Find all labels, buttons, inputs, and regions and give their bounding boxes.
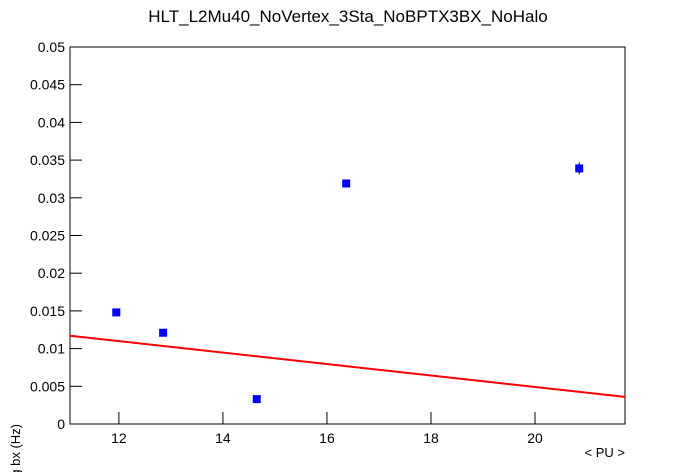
chart-title: HLT_L2Mu40_NoVertex_3Sta_NoBPTX3BX_NoHal…: [148, 7, 547, 26]
y-tick-label: 0.045: [30, 77, 65, 93]
x-tick-label: 14: [215, 430, 231, 446]
y-tick-label: 0.04: [38, 114, 65, 130]
point: [159, 328, 168, 337]
point: [575, 164, 584, 173]
y-tick-label: 0.005: [30, 378, 65, 394]
y-tick-label: 0.025: [30, 228, 65, 244]
x-axis-title: < PU >: [585, 445, 625, 460]
y-tick-label: 0: [57, 416, 65, 432]
x-tick-label: 18: [423, 430, 439, 446]
y-tick-label: 0.05: [38, 39, 65, 55]
y-tick-label: 0.03: [38, 190, 65, 206]
x-tick-label: 20: [527, 430, 543, 446]
y-tick-label: 0.015: [30, 303, 65, 319]
point: [112, 308, 121, 317]
point: [342, 179, 351, 188]
y-tick-label: 0.01: [38, 341, 65, 357]
y-tick-label: 0.035: [30, 152, 65, 168]
y-tick-label: 0.02: [38, 265, 65, 281]
y-axis-title: unprescale Rates of Steam / num collidin…: [8, 424, 23, 472]
x-tick-label: 16: [319, 430, 335, 446]
point: [252, 395, 261, 404]
x-tick-label: 12: [111, 430, 127, 446]
fit-line: [69, 334, 626, 398]
